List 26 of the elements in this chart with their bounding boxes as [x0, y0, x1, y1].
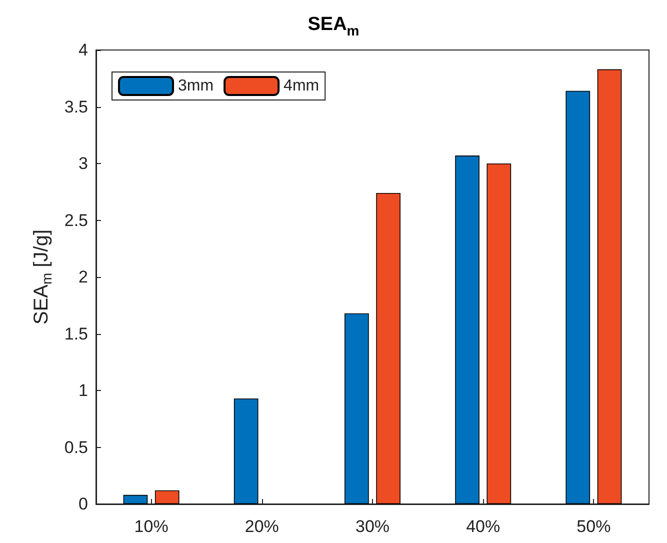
bar — [154, 490, 180, 504]
bar — [566, 90, 590, 504]
y-tick-label: 1.5 — [64, 324, 88, 344]
bar — [344, 313, 369, 504]
y-tick-label: 1 — [78, 381, 88, 400]
bar — [486, 164, 512, 504]
legend-label: 3mm — [178, 78, 214, 94]
bar — [234, 398, 258, 504]
bar — [123, 494, 148, 504]
y-tick-label: 3 — [78, 154, 88, 173]
x-tick-label: 10% — [134, 517, 168, 536]
y-tick-label: 3.5 — [64, 97, 88, 116]
y-tick-label: 0 — [78, 494, 88, 514]
y-tick-label: 2 — [78, 268, 88, 286]
bar — [597, 69, 622, 504]
x-tick-label: 50% — [576, 517, 611, 536]
y-tick-label: 4 — [78, 40, 88, 60]
y-tick-label: 2.5 — [64, 210, 88, 230]
x-tick-label: 40% — [466, 517, 500, 536]
legend-label: 4mm — [284, 78, 320, 94]
x-tick-label: 20% — [244, 517, 279, 536]
bar — [455, 156, 480, 504]
y-axis-title: SEAm [J/g] — [30, 229, 54, 325]
bar — [376, 193, 400, 504]
x-tick-label: 30% — [355, 517, 390, 536]
y-tick-label: 0.5 — [64, 438, 88, 457]
